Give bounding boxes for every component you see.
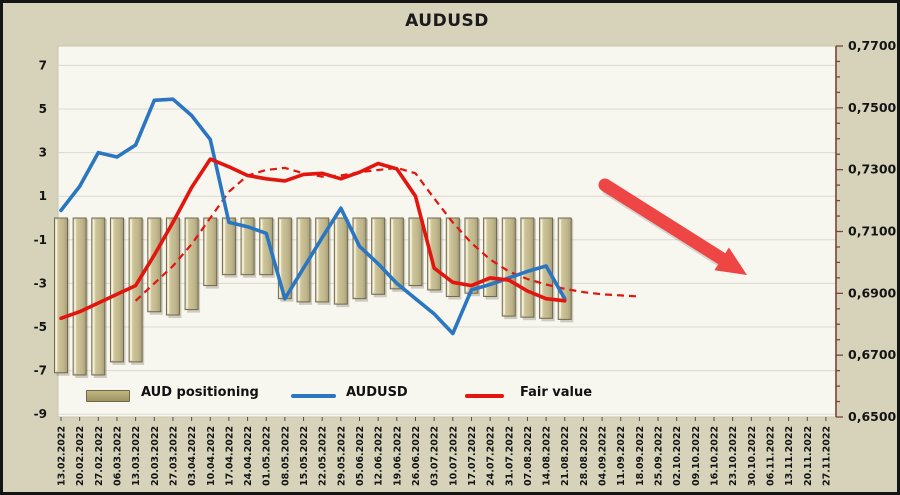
x-axis-date-label: 02.10.2022 — [672, 426, 683, 486]
x-axis-date-label: 10.04.2022 — [206, 426, 217, 486]
x-axis-date-label: 23.10.2022 — [728, 426, 739, 486]
right-axis-tick-label: 0,7500 — [848, 100, 897, 115]
bar-aud-positioning — [54, 217, 68, 374]
fair-value-line — [59, 157, 567, 321]
bar-aud-positioning — [240, 217, 255, 276]
bar-aud-positioning — [72, 217, 87, 376]
x-axis-date-label: 06.11.2022 — [765, 426, 776, 486]
left-axis-tick-label: -5 — [34, 320, 47, 334]
right-axis-tick-label: 0,7300 — [848, 162, 897, 177]
legend-label-aud-positioning: AUD positioning — [141, 385, 259, 400]
x-axis-date-label: 12.06.2022 — [374, 426, 385, 486]
right-axis-tick-label: 0,7100 — [848, 224, 897, 239]
bar-aud-positioning — [389, 217, 404, 290]
bar-aud-positioning — [315, 217, 330, 303]
trend-down-arrow-head — [714, 247, 747, 275]
bar-aud-positioning — [91, 217, 106, 376]
x-axis-date-label: 31.07.2022 — [504, 426, 515, 486]
x-axis-date-label: 20.11.2022 — [803, 426, 814, 486]
x-axis-date-label: 27.02.2022 — [94, 426, 105, 486]
left-axis-tick-label: 3 — [39, 146, 47, 160]
x-axis-date-label: 29.05.2022 — [336, 426, 347, 486]
bar-aud-positioning — [333, 217, 348, 305]
x-axis-date-label: 07.08.2022 — [523, 426, 534, 486]
x-axis-date-label: 24.04.2022 — [243, 426, 254, 486]
x-axis-date-label: 27.03.2022 — [168, 426, 179, 486]
legend-bar-swatch — [86, 390, 130, 402]
left-axis-tick-label: -1 — [34, 233, 47, 247]
x-axis-date-label: 05.06.2022 — [355, 426, 366, 486]
x-axis-date-label: 15.05.2022 — [299, 426, 310, 486]
left-axis-tick-label: 7 — [39, 58, 47, 72]
x-axis-date-label: 13.02.2022 — [57, 426, 68, 486]
left-axis-tick-label: 5 — [39, 102, 47, 116]
x-axis-date-label: 22.05.2022 — [318, 426, 329, 486]
x-axis-date-label: 28.08.2022 — [579, 426, 590, 486]
x-axis-date-label: 13.03.2022 — [131, 426, 142, 486]
x-axis-date-label: 20.02.2022 — [75, 426, 86, 486]
x-axis-date-label: 06.03.2022 — [112, 426, 123, 486]
x-axis-date-label: 08.05.2022 — [280, 426, 291, 486]
right-axis-tick-label: 0,6900 — [848, 285, 897, 300]
x-axis-date-label: 03.07.2022 — [430, 426, 441, 486]
x-axis-date-label: 20.03.2022 — [150, 426, 161, 486]
x-axis-date-label: 13.11.2022 — [784, 426, 795, 486]
x-axis-date-label: 24.07.2022 — [486, 426, 497, 486]
legend-fair-value-line-swatch — [465, 394, 504, 398]
x-axis-date-label: 25.09.2022 — [654, 426, 665, 486]
x-axis-date-label: 30.10.2022 — [747, 426, 758, 486]
x-axis-date-label: 09.10.2022 — [691, 426, 702, 486]
audusd-line — [59, 97, 567, 336]
x-axis-date-label: 14.08.2022 — [542, 426, 553, 486]
bar-aud-positioning — [445, 217, 460, 297]
right-axis-tick-label: 0,7700 — [848, 38, 897, 53]
chart-title: AUDUSD — [405, 11, 489, 31]
x-axis-date-label: 01.05.2022 — [262, 426, 273, 486]
right-axis-tick-label: 0,6500 — [848, 409, 897, 424]
trend-down-arrow-shaft — [598, 178, 731, 267]
x-axis-date-label: 10.07.2022 — [448, 426, 459, 486]
left-axis-tick-label: -3 — [34, 276, 47, 290]
x-axis-date-label: 27.11.2022 — [821, 426, 832, 486]
x-axis-date-label: 21.08.2022 — [560, 426, 571, 486]
x-axis-date-label: 17.07.2022 — [467, 426, 478, 486]
chart-canvas: 7 5 3 1 -1 -3 -5 -7 -9 13.02.2022 20.02.2022 27.02.… — [34, 38, 897, 486]
x-axis-date-label: 19.06.2022 — [392, 426, 403, 486]
x-axis-date-label: 03.04.2022 — [187, 426, 198, 486]
bar-aud-positioning — [408, 217, 423, 287]
x-axis-date-label: 11.09.2022 — [616, 426, 627, 486]
legend-label-audusd: AUDUSD — [346, 385, 408, 400]
right-axis-tick-label: 0,6700 — [848, 347, 897, 362]
x-axis-date-label: 18.09.2022 — [635, 426, 646, 486]
x-axis-date-label: 26.06.2022 — [411, 426, 422, 486]
left-axis-tick-label: -9 — [34, 407, 47, 421]
x-axis-date-label: 04.09.2022 — [598, 426, 609, 486]
left-axis-tick-label: -7 — [34, 364, 47, 378]
legend-label-fair-value: Fair value — [520, 385, 593, 400]
legend-audusd-line-swatch — [291, 394, 336, 398]
x-axis-date-label: 16.10.2022 — [709, 426, 720, 486]
left-axis-tick-label: 1 — [39, 189, 47, 203]
x-axis-date-label: 17.04.2022 — [224, 426, 235, 486]
